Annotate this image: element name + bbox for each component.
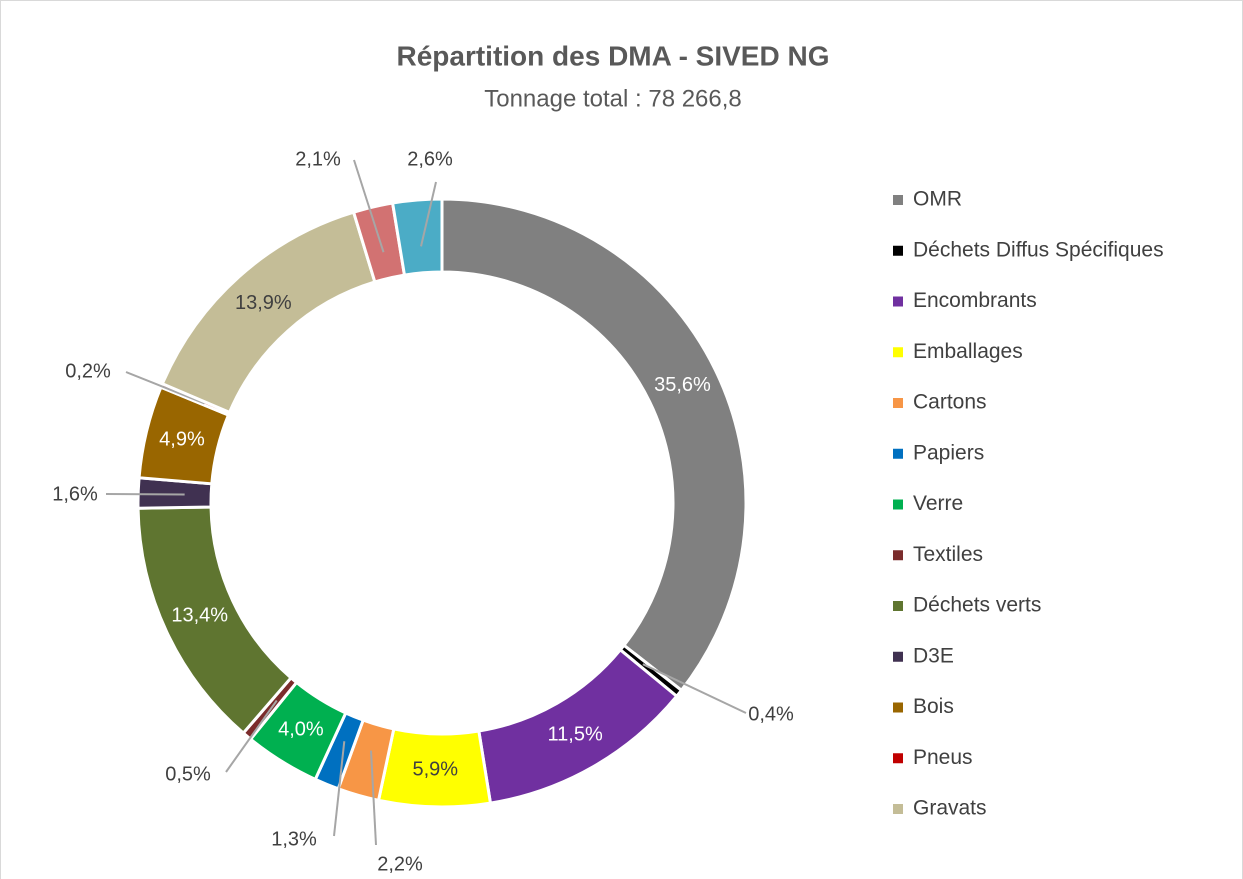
- data-label: 5,9%: [412, 759, 458, 781]
- donut-slice: [440, 197, 748, 693]
- data-label: 13,4%: [171, 605, 228, 627]
- legend-label: OMR: [913, 188, 962, 211]
- legend-swatch: [893, 499, 903, 510]
- legend-swatch: [893, 296, 903, 307]
- data-label: 2,6%: [407, 148, 453, 170]
- legend-swatch: [893, 702, 903, 713]
- data-label: 0,2%: [65, 360, 111, 382]
- legend-swatch: [893, 804, 903, 814]
- chart-subtitle: Tonnage total : 78 266,8: [484, 85, 742, 112]
- legend-swatch: [893, 398, 903, 408]
- data-label: 1,6%: [52, 483, 98, 505]
- legend-label: Déchets Diffus Spécifiques: [913, 238, 1164, 261]
- data-label: 1,3%: [271, 828, 317, 850]
- legend-swatch: [893, 550, 903, 561]
- legend-label: Papiers: [913, 441, 984, 464]
- data-label: 35,6%: [654, 374, 711, 396]
- leader-line: [225, 699, 278, 773]
- data-label: 11,5%: [548, 723, 603, 745]
- legend-label: Gravats: [913, 797, 987, 820]
- legend-label: Textiles: [913, 543, 983, 566]
- legend-label: Pneus: [913, 746, 973, 769]
- leader-line: [420, 181, 437, 247]
- legend-label: D3E: [913, 644, 954, 667]
- leader-line: [642, 663, 747, 714]
- legend-swatch: [893, 601, 903, 611]
- legend-swatch: [893, 753, 903, 764]
- legend-swatch: [893, 651, 903, 662]
- data-label: 13,9%: [235, 292, 292, 314]
- legend-swatch: [893, 195, 903, 205]
- legend-label: Emballages: [913, 340, 1023, 363]
- legend-label: Verre: [913, 492, 963, 515]
- data-label: 4,0%: [278, 719, 324, 741]
- data-label: 0,5%: [165, 763, 211, 785]
- legend-label: Encombrants: [913, 289, 1037, 312]
- data-label: 0,4%: [748, 703, 794, 725]
- legend-swatch: [893, 245, 903, 256]
- legend-swatch: [893, 347, 903, 358]
- leader-line: [370, 750, 377, 846]
- data-label: 2,2%: [377, 853, 423, 875]
- legend-label: Déchets verts: [913, 594, 1041, 617]
- leader-line: [105, 493, 185, 496]
- legend-label: Cartons: [913, 391, 987, 414]
- legend-swatch: [893, 448, 903, 459]
- donut-slice: [390, 197, 444, 277]
- leader-line: [125, 371, 205, 405]
- legend-label: Bois: [913, 695, 954, 718]
- data-label: 2,1%: [295, 148, 341, 170]
- data-label: 4,9%: [159, 428, 205, 450]
- leader-line: [333, 741, 346, 837]
- chart-title: Répartition des DMA - SIVED NG: [396, 40, 829, 71]
- leader-line: [353, 159, 385, 253]
